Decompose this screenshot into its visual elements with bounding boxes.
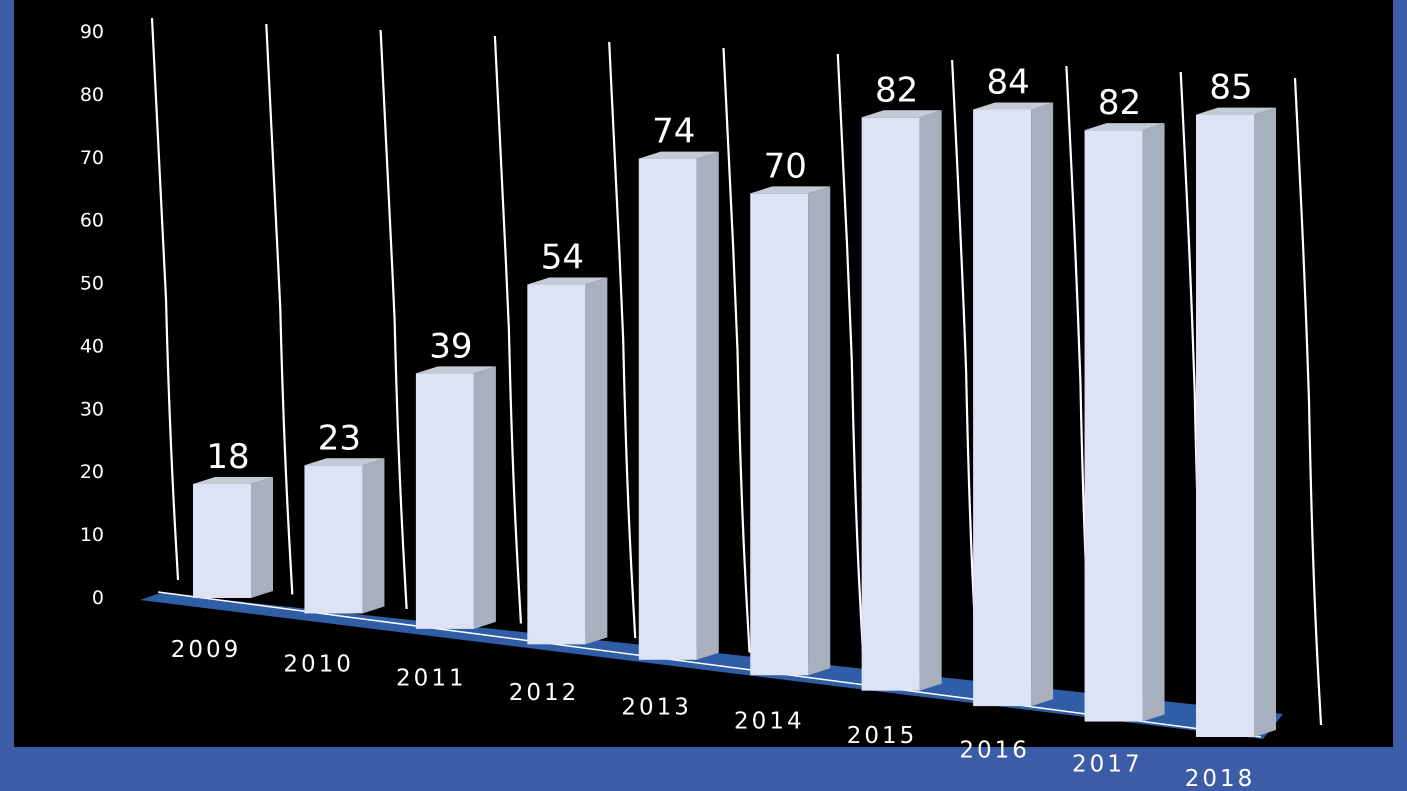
y-tick-label: 50 — [80, 273, 104, 295]
gridline — [379, 29, 408, 610]
y-tick-label: 0 — [92, 587, 104, 609]
bar-front — [1084, 130, 1143, 722]
bar-top — [750, 186, 831, 194]
x-tick-label: 2017 — [1072, 752, 1143, 778]
bar-side — [251, 477, 273, 598]
bar-front — [415, 373, 474, 629]
bar-top — [304, 458, 385, 466]
data-label: 82 — [1098, 83, 1141, 123]
gridline — [608, 41, 637, 639]
y-tick-label: 10 — [80, 524, 104, 546]
data-label: 74 — [652, 112, 695, 152]
y-axis: 0 10 20 30 40 50 60 70 80 90 — [80, 21, 104, 609]
x-tick-label: 2012 — [509, 680, 580, 706]
data-label: 23 — [318, 418, 361, 458]
x-tick-label: 2010 — [283, 651, 354, 677]
bar-2010: 23 — [304, 418, 385, 614]
bar-top — [193, 477, 273, 484]
x-axis: 2009 2010 2011 2012 2013 2014 2015 2016 2017 2018 — [171, 637, 1256, 791]
y-tick-label: 40 — [80, 335, 104, 357]
y-tick-label: 90 — [80, 21, 104, 43]
bar-front — [750, 193, 809, 676]
bar-top — [1084, 123, 1165, 131]
data-label: 84 — [986, 63, 1029, 103]
bar-side — [1254, 107, 1276, 738]
data-label: 18 — [206, 437, 249, 477]
bar-top — [638, 151, 719, 159]
bar-side — [919, 110, 942, 691]
bar-front — [973, 109, 1032, 707]
gridline — [836, 53, 865, 668]
bar-top — [973, 102, 1054, 110]
bar-side — [1142, 123, 1165, 722]
bar-top — [415, 366, 496, 374]
y-tick-label: 30 — [80, 398, 104, 420]
y-tick-label: 60 — [80, 210, 104, 232]
bar-side — [1031, 102, 1054, 707]
bar-2017: 82 — [1084, 83, 1165, 722]
x-tick-label: 2011 — [396, 666, 467, 692]
bar-2009: 18 — [193, 437, 273, 598]
x-tick-label: 2015 — [847, 723, 918, 749]
data-label: 82 — [875, 70, 918, 110]
gridline — [1293, 77, 1323, 726]
data-label: 39 — [429, 326, 472, 366]
x-tick-label: 2018 — [1185, 766, 1256, 791]
x-tick-label: 2016 — [959, 737, 1030, 763]
bar-side — [362, 458, 385, 614]
y-tick-label: 80 — [80, 84, 104, 106]
x-tick-label: 2014 — [734, 709, 805, 735]
bar-side — [473, 366, 496, 629]
gridline — [493, 35, 522, 624]
bar-front — [861, 117, 920, 691]
x-tick-label: 2009 — [171, 637, 242, 663]
y-tick-label: 20 — [80, 461, 104, 483]
bar-2015: 82 — [861, 70, 942, 691]
bar-top — [1196, 107, 1276, 115]
bar-side — [696, 151, 719, 660]
bar-front — [304, 465, 363, 614]
floor-front-edge — [157, 591, 1262, 738]
bar-2014: 70 — [750, 146, 831, 676]
bars: 18 23 39 54 74 70 82 84 82 85 — [193, 63, 1276, 738]
data-label: 54 — [541, 238, 584, 278]
bar-2011: 39 — [415, 326, 496, 629]
gridline — [265, 23, 294, 595]
data-label: 85 — [1209, 68, 1252, 108]
bar-top — [527, 277, 608, 285]
bar-front — [193, 484, 251, 598]
bar-2018: 85 — [1196, 68, 1276, 738]
bar-front — [1196, 114, 1254, 738]
bar-top — [861, 110, 942, 118]
bar-2013: 74 — [638, 112, 719, 660]
bar-2012: 54 — [527, 238, 608, 645]
bar-side — [808, 186, 831, 676]
gridline — [722, 47, 751, 653]
bar-front — [638, 158, 697, 660]
bar-2016: 84 — [973, 63, 1054, 707]
data-label: 70 — [764, 146, 807, 186]
x-tick-label: 2013 — [621, 694, 692, 720]
bar-side — [585, 277, 608, 645]
y-tick-label: 70 — [80, 147, 104, 169]
bar-front — [527, 284, 586, 645]
gridline — [150, 17, 180, 581]
